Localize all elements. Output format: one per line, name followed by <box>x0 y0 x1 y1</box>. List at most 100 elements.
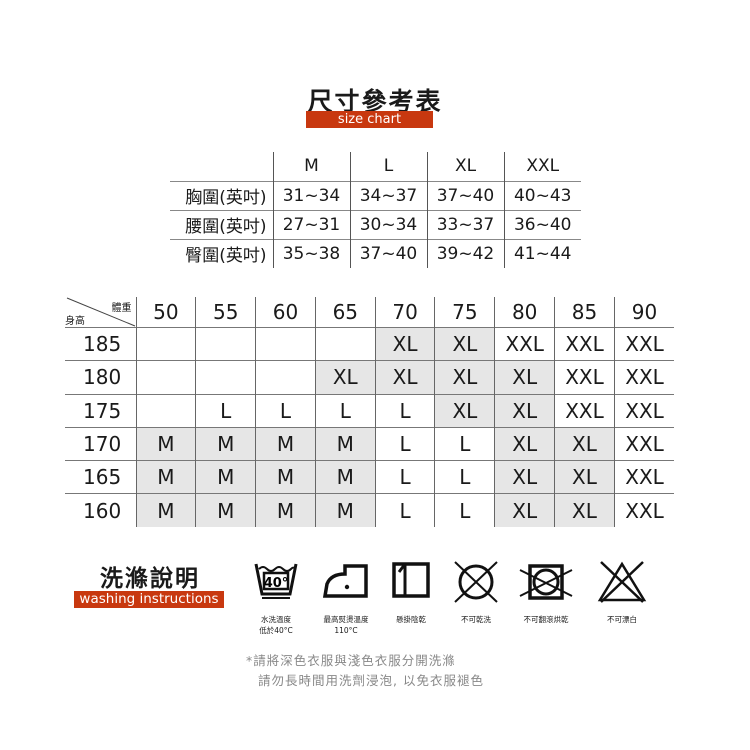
measure-value: 27~31 <box>273 209 351 239</box>
size-cell: L <box>374 426 435 461</box>
table-row: 胸圍(英吋) 31~34 34~37 37~40 40~43 <box>170 180 581 210</box>
size-cell: M <box>314 460 376 494</box>
weight-header: 65 <box>314 297 376 328</box>
washing-title: 洗滌說明 <box>100 566 200 592</box>
size-cell: M <box>135 460 196 494</box>
weight-header: 80 <box>494 297 555 328</box>
measure-value: 36~40 <box>504 209 581 239</box>
size-cell: L <box>374 493 435 528</box>
size-cell: L <box>434 426 495 461</box>
size-cell: L <box>434 493 495 528</box>
size-column-header: M <box>273 152 351 181</box>
size-cell: L <box>195 393 256 428</box>
measure-value: 33~37 <box>427 209 505 239</box>
size-cell: XXL <box>613 426 675 461</box>
measure-value: 35~38 <box>273 238 351 268</box>
grid-corner: 體重 身高 <box>65 297 136 328</box>
weight-header: 90 <box>613 297 675 328</box>
size-cell: M <box>195 493 256 528</box>
size-cell: L <box>434 460 495 494</box>
size-cell: L <box>255 393 316 428</box>
size-cell <box>255 360 316 395</box>
size-table-header: M L XL XXL <box>170 152 581 181</box>
size-cell: M <box>135 493 196 528</box>
size-cell: XL <box>494 426 555 461</box>
size-column-header: L <box>350 152 428 181</box>
iron-icon <box>323 564 368 598</box>
weight-header: 60 <box>255 297 316 328</box>
height-value: 180 <box>65 360 136 395</box>
size-cell <box>135 360 196 395</box>
size-cell <box>255 326 316 361</box>
table-row: 腰圍(英吋) 27~31 30~34 33~37 36~40 <box>170 209 581 239</box>
size-column-header: XL <box>427 152 505 181</box>
size-cell: XXL <box>554 393 615 428</box>
svg-text:40°: 40° <box>264 576 289 591</box>
weight-header: 75 <box>434 297 495 328</box>
table-row: 170 M M M M L L XL XL XXL <box>65 426 675 461</box>
table-row: 175 L L L L XL XL XXL XXL <box>65 393 675 428</box>
care-label: 最高熨燙溫度 110°C <box>323 615 369 635</box>
size-cell <box>314 326 376 361</box>
table-row: 臀圍(英吋) 35~38 37~40 39~42 41~44 <box>170 238 581 268</box>
table-row: 185 XL XL XXL XXL XXL <box>65 326 675 361</box>
size-cell <box>135 326 196 361</box>
wash-40-icon: 40° <box>254 563 298 599</box>
size-cell: XL <box>374 326 435 361</box>
fit-grid: 體重 身高 50 55 60 65 70 75 80 85 90 185 XL XL XXL XXL XXL 18… <box>65 297 675 528</box>
weight-header: 55 <box>195 297 256 328</box>
washing-subtitle: washing instructions <box>74 591 224 608</box>
line-dry-shade-icon <box>392 562 430 598</box>
size-cell: M <box>255 460 316 494</box>
size-cell: M <box>195 426 256 461</box>
measure-value: 30~34 <box>350 209 428 239</box>
table-row: 165 M M M M L L XL XL XXL <box>65 460 675 494</box>
measure-label: 胸圍(英吋) <box>170 180 274 210</box>
measure-label: 腰圍(英吋) <box>170 209 274 239</box>
no-dry-clean-icon <box>454 561 498 603</box>
size-cell: XL <box>554 460 615 494</box>
measure-value: 37~40 <box>350 238 428 268</box>
height-value: 165 <box>65 460 136 494</box>
height-value: 185 <box>65 326 136 361</box>
measure-value: 31~34 <box>273 180 351 210</box>
size-cell: XL <box>434 360 495 395</box>
care-note-1: *請將深色衣服與淺色衣服分開洗滌 <box>246 653 456 668</box>
care-label: 不可漂白 <box>607 615 637 624</box>
size-cell: M <box>255 426 316 461</box>
measure-value: 39~42 <box>427 238 505 268</box>
care-label: 水洗溫度 低於40°C <box>259 615 293 635</box>
size-cell: XL <box>314 360 376 395</box>
size-cell: XL <box>554 426 615 461</box>
measure-label: 臀圍(英吋) <box>170 238 274 268</box>
weight-header-row: 體重 身高 50 55 60 65 70 75 80 85 90 <box>65 297 675 328</box>
care-note-2: 請勿長時間用洗劑浸泡, 以免衣服褪色 <box>258 673 484 688</box>
size-cell: M <box>314 493 376 528</box>
no-bleach-icon <box>597 561 647 603</box>
size-cell: M <box>255 493 316 528</box>
size-cell <box>195 360 256 395</box>
size-cell: XL <box>434 326 495 361</box>
size-cell: XL <box>494 460 555 494</box>
size-cell: M <box>195 460 256 494</box>
size-cell: XL <box>374 360 435 395</box>
size-cell <box>195 326 256 361</box>
care-label: 懸掛陰乾 <box>396 615 426 624</box>
page-subtitle: size chart <box>306 111 433 128</box>
measure-value: 40~43 <box>504 180 581 210</box>
no-tumble-dry-icon <box>519 564 573 600</box>
measure-value: 37~40 <box>427 180 505 210</box>
size-cell: XXL <box>613 460 675 494</box>
size-cell: XXL <box>554 326 615 361</box>
size-cell: XXL <box>494 326 555 361</box>
height-value: 175 <box>65 393 136 428</box>
size-cell: L <box>314 393 376 428</box>
size-table: M L XL XXL 胸圍(英吋) 31~34 34~37 37~40 40~43 腰圍(英吋) 2… <box>170 152 581 268</box>
care-label: 不可乾洗 <box>461 615 491 624</box>
size-cell: XL <box>434 393 495 428</box>
size-cell: L <box>374 393 435 428</box>
size-column-header: XXL <box>526 156 560 177</box>
size-cell: M <box>314 426 376 461</box>
weight-header: 70 <box>374 297 435 328</box>
size-cell: XL <box>554 493 615 528</box>
